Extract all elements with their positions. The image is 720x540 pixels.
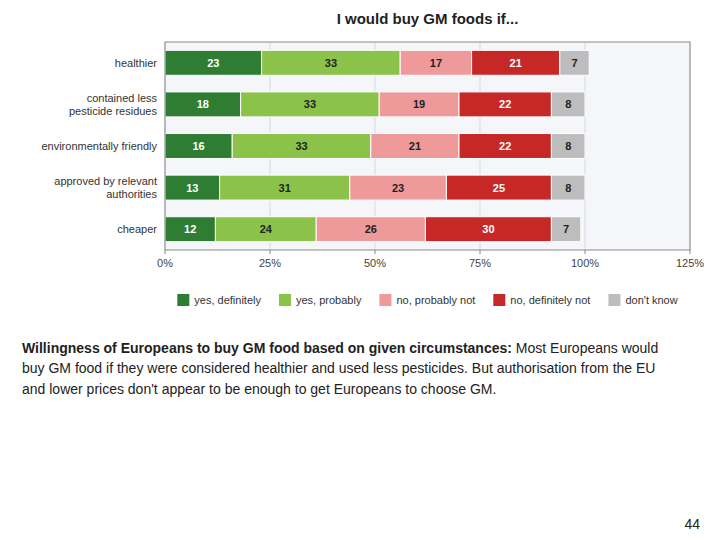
- legend-label: yes, definitely: [194, 294, 261, 306]
- category-label: healthier: [115, 57, 158, 69]
- x-tick-label: 100%: [571, 257, 599, 269]
- bar-segment: [560, 50, 589, 75]
- legend-label: no, probably not: [396, 294, 475, 306]
- legend-swatch: [279, 294, 291, 306]
- x-tick: [375, 250, 376, 254]
- x-tick: [690, 250, 691, 254]
- data-label: 23: [207, 57, 219, 69]
- data-label: 7: [563, 223, 569, 235]
- bar-segment: [215, 217, 316, 242]
- data-label: 8: [565, 182, 571, 194]
- x-tick-label: 0%: [157, 257, 173, 269]
- category-label-line: approved by relevant: [54, 175, 157, 187]
- data-label: 26: [365, 223, 377, 235]
- bar-segment: [379, 92, 459, 117]
- bar-segment: [165, 175, 220, 200]
- bar-segment: [316, 217, 425, 242]
- data-label: 7: [571, 57, 577, 69]
- legend-item: yes, definitely: [177, 294, 261, 306]
- data-label: 33: [304, 98, 316, 110]
- plot-frame: [165, 42, 690, 250]
- bar-segment: [551, 217, 580, 242]
- bar-segment: [165, 134, 232, 159]
- bar-segment: [371, 134, 459, 159]
- x-tick-label: 50%: [364, 257, 386, 269]
- legend-swatch: [379, 294, 391, 306]
- data-label: 13: [186, 182, 198, 194]
- legend-swatch: [493, 294, 505, 306]
- legend-label: no, definitely not: [510, 294, 590, 306]
- data-label: 17: [430, 57, 442, 69]
- legend-label: don't know: [625, 294, 677, 306]
- category-label: approved by relevantauthorities: [54, 175, 157, 200]
- category-label: cheaper: [117, 223, 157, 235]
- category-label-line: contained less: [87, 92, 158, 104]
- legend-item: don't know: [608, 294, 677, 306]
- title: I would buy GM foods if...: [337, 10, 519, 27]
- data-label: 30: [482, 223, 494, 235]
- x-tick: [585, 250, 586, 254]
- data-label: 19: [413, 98, 425, 110]
- bar-segment: [400, 50, 471, 75]
- bar-segment: [241, 92, 380, 117]
- legend-item: no, definitely not: [493, 294, 590, 306]
- legend-item: yes, probably: [279, 294, 362, 306]
- bar-segment: [551, 92, 585, 117]
- bar-segment: [425, 217, 551, 242]
- bar-segment: [551, 175, 585, 200]
- data-label: 25: [493, 182, 505, 194]
- data-label: 21: [510, 57, 522, 69]
- legend-swatch: [177, 294, 189, 306]
- x-tick: [165, 250, 166, 254]
- x-tick-label: 125%: [676, 257, 704, 269]
- data-label: 21: [409, 140, 421, 152]
- bar-segment: [165, 217, 215, 242]
- data-label: 33: [295, 140, 307, 152]
- category-label-line: healthier: [115, 57, 158, 69]
- category-label-line: authorities: [106, 188, 157, 200]
- page-number: 44: [684, 516, 700, 532]
- legend-label: yes, probably: [296, 294, 362, 306]
- category-label: environmentally friendly: [41, 140, 157, 152]
- category-label-line: pesticide residues: [69, 105, 158, 117]
- legend-item: no, probably not: [379, 294, 475, 306]
- bar-segment: [165, 50, 262, 75]
- category-label-line: environmentally friendly: [41, 140, 157, 152]
- chart: I would buy GM foods if... 23 18 16 13 12 33 33…: [0, 0, 720, 330]
- data-label: 23: [392, 182, 404, 194]
- bar-segment: [459, 134, 551, 159]
- data-label: 31: [279, 182, 291, 194]
- caption: Willingness of Europeans to buy GM food …: [22, 338, 682, 399]
- bar-segment: [262, 50, 401, 75]
- bar-segment: [165, 92, 241, 117]
- x-tick-label: 25%: [259, 257, 281, 269]
- plot-background: [165, 42, 690, 250]
- bar-segment: [446, 175, 551, 200]
- data-label: 22: [499, 140, 511, 152]
- x-tick: [270, 250, 271, 254]
- data-label: 24: [260, 223, 273, 235]
- data-label: 16: [192, 140, 204, 152]
- data-label: 8: [565, 98, 571, 110]
- data-label: 12: [184, 223, 196, 235]
- category-label-line: cheaper: [117, 223, 157, 235]
- data-label: 18: [197, 98, 209, 110]
- bar-segment: [551, 134, 585, 159]
- caption-heading: Willingness of Europeans to buy GM food …: [22, 340, 512, 356]
- category-label: contained lesspesticide residues: [69, 92, 158, 117]
- bar-segment: [472, 50, 560, 75]
- x-tick: [480, 250, 481, 254]
- data-label: 8: [565, 140, 571, 152]
- bar-segment: [220, 175, 350, 200]
- x-tick-label: 75%: [469, 257, 491, 269]
- bar-segment: [459, 92, 551, 117]
- bars: [165, 50, 589, 241]
- legend-swatch: [608, 294, 620, 306]
- bar-segment: [232, 134, 371, 159]
- data-label: 33: [325, 57, 337, 69]
- legend: yes, definitely yes, probably no, probably…: [177, 294, 677, 306]
- data-label: 22: [499, 98, 511, 110]
- data-labels: 23 18 16 13 12 33 33 33 31 24 17 19 21 23 26 21 22 22 25 30…: [184, 57, 577, 235]
- bar-segment: [350, 175, 447, 200]
